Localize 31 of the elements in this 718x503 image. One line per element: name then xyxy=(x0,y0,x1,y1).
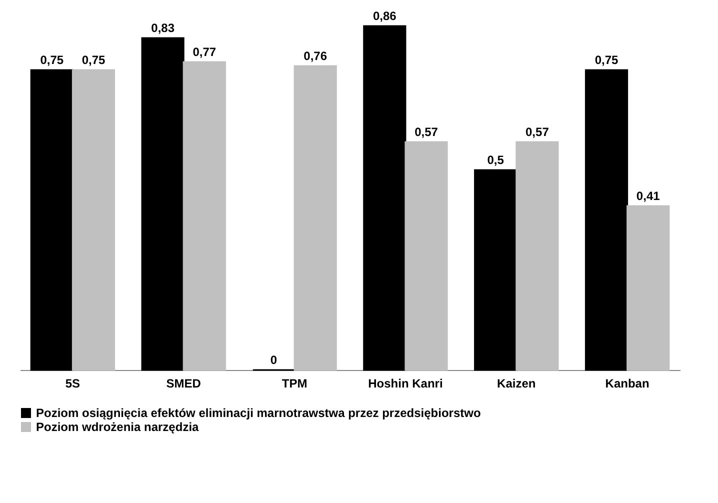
bar xyxy=(294,65,337,371)
bar xyxy=(516,141,559,371)
bar xyxy=(363,25,406,371)
data-label: 0,76 xyxy=(304,49,328,63)
bar xyxy=(72,69,116,371)
data-label: 0,5 xyxy=(487,153,504,167)
data-label: 0,57 xyxy=(414,125,438,139)
data-label: 0,86 xyxy=(372,9,397,23)
data-label: 0,77 xyxy=(192,45,216,59)
bar xyxy=(141,37,184,371)
legend-label: Poziom wdrożenia narzędzia xyxy=(36,420,200,434)
bar xyxy=(182,61,226,371)
x-tick-label: TPM xyxy=(282,376,308,390)
data-label: 0,75 xyxy=(82,53,106,67)
x-tick-label: Kanban xyxy=(605,376,650,390)
data-label: 0,41 xyxy=(636,189,660,203)
x-tick-label: Kaizen xyxy=(497,376,536,390)
bar xyxy=(626,205,670,371)
bar xyxy=(30,69,74,371)
data-label: 0,75 xyxy=(594,53,619,67)
bar xyxy=(584,69,628,371)
bar xyxy=(404,141,448,371)
x-tick-label: 5S xyxy=(65,376,80,390)
x-tick-label: SMED xyxy=(166,376,202,390)
data-label: 0,57 xyxy=(526,125,550,139)
data-label: 0,83 xyxy=(151,21,175,35)
data-label: 0,75 xyxy=(40,53,64,67)
bar xyxy=(474,169,518,371)
legend-label: Poziom osiągnięcia efektów eliminacji marnotrawstwa przez przedsiębiorstwo xyxy=(36,406,481,420)
x-tick-label: Hoshin Kanri xyxy=(368,376,443,390)
data-label: 0 xyxy=(270,353,278,367)
